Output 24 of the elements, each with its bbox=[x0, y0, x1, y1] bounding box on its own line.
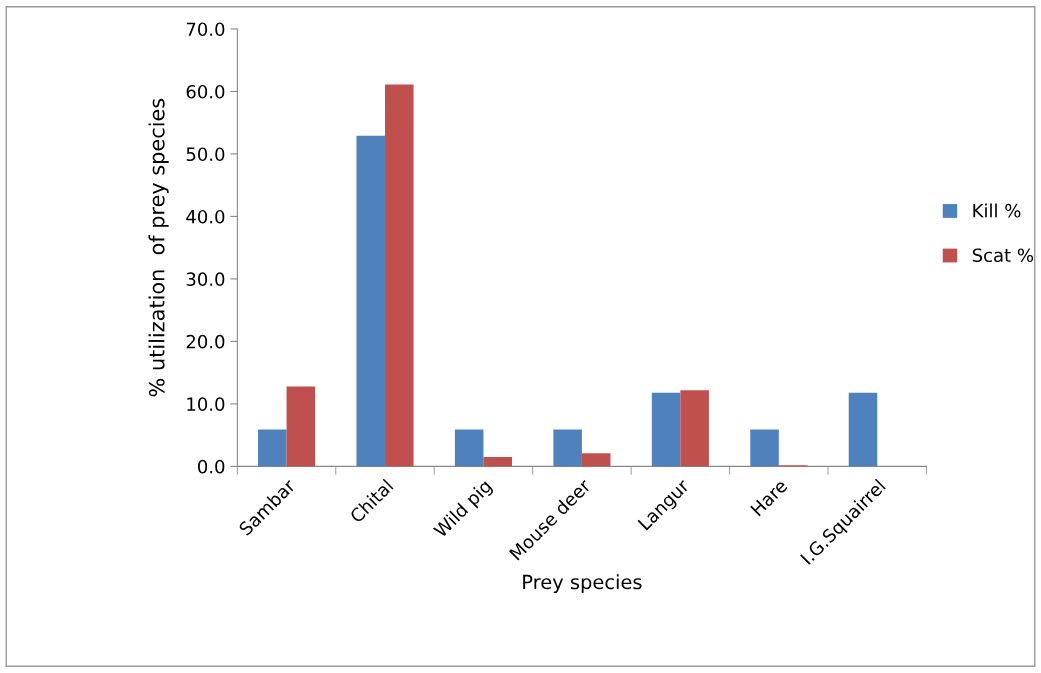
bar bbox=[651, 392, 681, 467]
y-tick-label: 70.0 bbox=[186, 22, 225, 37]
y-tick-label: 60.0 bbox=[186, 84, 225, 99]
bar bbox=[454, 429, 484, 467]
y-tick-label: 30.0 bbox=[186, 272, 225, 287]
y-tick-label: 40.0 bbox=[186, 209, 225, 224]
bar bbox=[848, 392, 878, 467]
y-tick-label: 10.0 bbox=[187, 397, 225, 412]
bar bbox=[680, 390, 709, 467]
legend-label: Scat % bbox=[972, 248, 1034, 263]
bar bbox=[286, 386, 316, 467]
bar bbox=[553, 429, 582, 467]
bar bbox=[385, 84, 414, 467]
bar bbox=[356, 135, 386, 467]
y-axis-title: % utilization of prey species bbox=[148, 98, 169, 397]
bar bbox=[483, 457, 513, 467]
x-axis-title: Prey species bbox=[523, 574, 642, 594]
y-tick-label: 50.0 bbox=[186, 147, 225, 162]
y-tick-label: 20.0 bbox=[186, 334, 225, 349]
bar bbox=[750, 429, 779, 467]
y-tick-label: 0.0 bbox=[198, 459, 225, 474]
bar bbox=[258, 429, 287, 467]
bar bbox=[581, 453, 611, 467]
legend-label: Kill % bbox=[973, 203, 1021, 218]
